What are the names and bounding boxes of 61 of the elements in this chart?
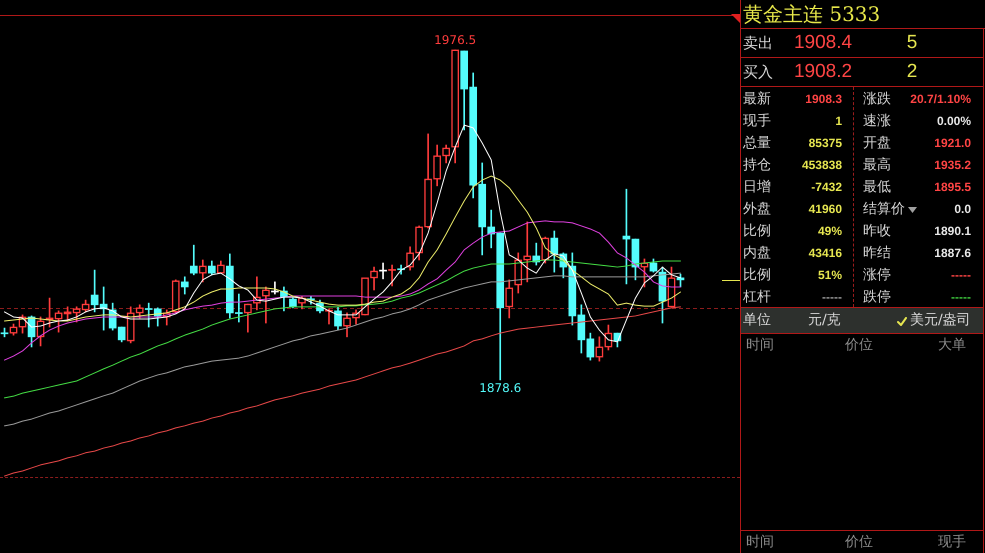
text: 0.0 [954,201,971,218]
text: 元/克 [808,311,841,330]
text: 1935.2 [934,157,971,174]
text: 1887.6 [934,245,971,262]
text: 2 [906,60,918,84]
text: 现手 [743,112,771,131]
text: 买入 [743,62,773,83]
text: 41960 [808,201,842,218]
text: 涨跌 [863,90,891,109]
text: 涨停 [863,266,891,285]
candlestick [388,264,396,286]
text: ----- [822,289,842,306]
text: 内盘 [743,244,771,263]
text: -7432 [811,179,842,196]
text: 杠杆 [743,288,771,307]
text: 卖出 [743,33,773,54]
text: 价位 [845,336,873,354]
text: 49% [818,223,842,240]
annotation: 1878.6 [479,381,522,396]
text: 日增 [743,178,771,197]
text: 比例 [743,266,771,285]
text: 现手 [938,533,966,551]
text: 昨结 [863,244,891,263]
text: 比例 [743,222,771,241]
text: ----- [951,289,971,306]
text: 最低 [863,178,891,197]
text: 结算价 [863,200,905,219]
text: 85375 [808,135,842,152]
text: 最新 [743,90,771,109]
text: 1908.2 [792,60,854,84]
text: 时间 [746,533,774,551]
text: 1895.5 [934,179,971,196]
text: 1908.4 [792,31,854,55]
text: 0.00% [936,113,971,130]
text: 价位 [845,533,873,551]
text: 开盘 [863,134,891,153]
text: ----- [951,267,971,284]
text: 时间 [746,336,774,354]
text: 跌停 [863,288,891,307]
text: 1 [835,113,842,130]
text: 43416 [808,245,842,262]
text: 1908.3 [805,91,842,108]
text: 最高 [863,156,891,175]
candlestick [0,328,8,338]
text: 单位 [743,311,771,330]
text: 453838 [802,157,842,174]
text: 1890.1 [934,223,971,240]
text: 速涨 [863,112,891,131]
text: 总量 [743,134,771,153]
text: 昨收 [863,222,891,241]
text: 1921.0 [934,135,971,152]
text: 外盘 [743,200,771,219]
text: 20.7/1.10% [910,91,971,108]
text: 5 [906,31,918,55]
text: 大单 [938,336,966,354]
text: 美元/盎司 [910,311,971,330]
text: 51% [818,267,842,284]
annotation: 1976.5 [434,33,476,48]
candlestick [379,262,387,280]
text: 持仓 [743,156,771,175]
text: 黄金主连 5333 [743,1,880,27]
